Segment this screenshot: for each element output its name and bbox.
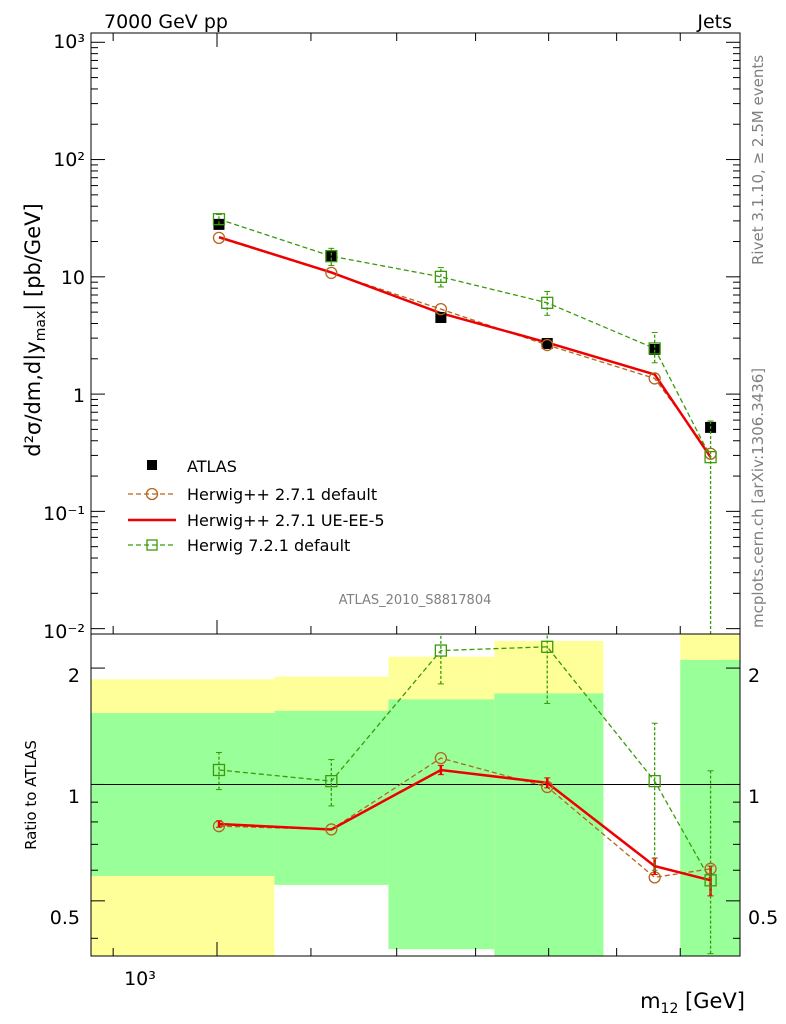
ratio-point-square <box>541 640 554 653</box>
main-atlas-point <box>649 344 661 356</box>
band-green-0 <box>91 713 275 876</box>
legend-atlas-marker <box>147 460 157 470</box>
ytick-1: 1 <box>73 385 85 407</box>
main-point-square <box>704 450 717 464</box>
legend-hpp-default-marker <box>145 487 159 501</box>
xtick-1000: 10³ <box>124 968 156 990</box>
ratio-line-none <box>218 768 711 882</box>
ratio-ytick-2-right: 2 <box>748 665 760 687</box>
main-point-square <box>325 250 338 263</box>
ratio-point-square <box>704 874 717 887</box>
axis-ticks <box>91 33 741 956</box>
legend-atlas-label: ATLAS <box>187 457 237 476</box>
ytick-0-01: 10⁻² <box>43 621 85 643</box>
band-green-1 <box>274 710 389 885</box>
legend-h7-label: Herwig 7.2.1 default <box>187 536 350 555</box>
ratio-ytick-2: 2 <box>68 665 80 687</box>
band-green-3 <box>494 693 604 956</box>
ytick-100: 10² <box>53 149 85 171</box>
main-point-circle <box>212 231 226 244</box>
main-atlas-point <box>435 311 447 323</box>
main-point-circle <box>541 338 554 352</box>
analysis-watermark: ATLAS_2010_S8817804 <box>339 593 492 608</box>
ratio-point-square <box>325 774 338 788</box>
x-axis-label: m12 [GeV] <box>640 989 745 1017</box>
ratio-ytick-1-right: 1 <box>748 786 760 808</box>
ratio-line-circle <box>218 757 711 879</box>
ytick-10: 10 <box>61 267 85 289</box>
ratio-plot-frame <box>90 633 741 957</box>
main-line-none <box>218 235 712 458</box>
main-line-circle <box>218 237 712 455</box>
main-point-circle <box>434 303 448 316</box>
main-atlas-point <box>541 338 553 350</box>
ratio-ytick-0-5: 0.5 <box>50 907 80 929</box>
main-line-square <box>218 218 712 458</box>
y-axis-label: d²σ/dm,d|ymax| [pb/GeV] <box>21 203 49 456</box>
header-energy: 7000 GeV pp <box>104 11 228 33</box>
ratio-ytick-0-5-right: 0.5 <box>748 907 778 929</box>
ytick-1000: 10³ <box>53 31 85 53</box>
legend-hpp-default-label: Herwig++ 2.7.1 default <box>187 485 377 504</box>
header-process: Jets <box>696 11 732 33</box>
ratio-point-circle <box>434 751 448 765</box>
ratio-point-circle <box>325 823 338 836</box>
main-atlas-point <box>325 250 337 262</box>
ytick-0-1: 10⁻¹ <box>43 503 85 525</box>
series-markers <box>212 213 717 955</box>
main-point-circle <box>648 372 661 385</box>
ratio-point-square <box>648 774 661 788</box>
ratio-point-square <box>434 644 448 657</box>
legend-hpp-ue-label: Herwig++ 2.7.1 UE-EE-5 <box>187 511 385 530</box>
ratio-ytick-1: 1 <box>68 786 80 808</box>
ratio-axis-label: Ratio to ATLAS <box>22 740 40 850</box>
series-lines <box>218 218 712 882</box>
main-point-square <box>434 270 448 283</box>
main-point-circle <box>325 266 338 280</box>
legend-h7-marker <box>146 539 158 551</box>
main-point-square <box>648 342 661 355</box>
main-point-square <box>212 213 226 226</box>
ratio-line-square <box>218 646 712 881</box>
uncertainty-bands <box>91 634 740 956</box>
legend: ATLAS Herwig++ 2.7.1 default Herwig++ 2.… <box>128 457 385 555</box>
band-green-2 <box>388 699 495 950</box>
mcplots-credit: mcplots.cern.ch [arXiv:1306.3436] <box>749 368 767 628</box>
main-point-square <box>541 296 554 309</box>
ratio-point-square <box>212 763 226 777</box>
rivet-version: Rivet 3.1.10, ≥ 2.5M events <box>749 55 767 265</box>
